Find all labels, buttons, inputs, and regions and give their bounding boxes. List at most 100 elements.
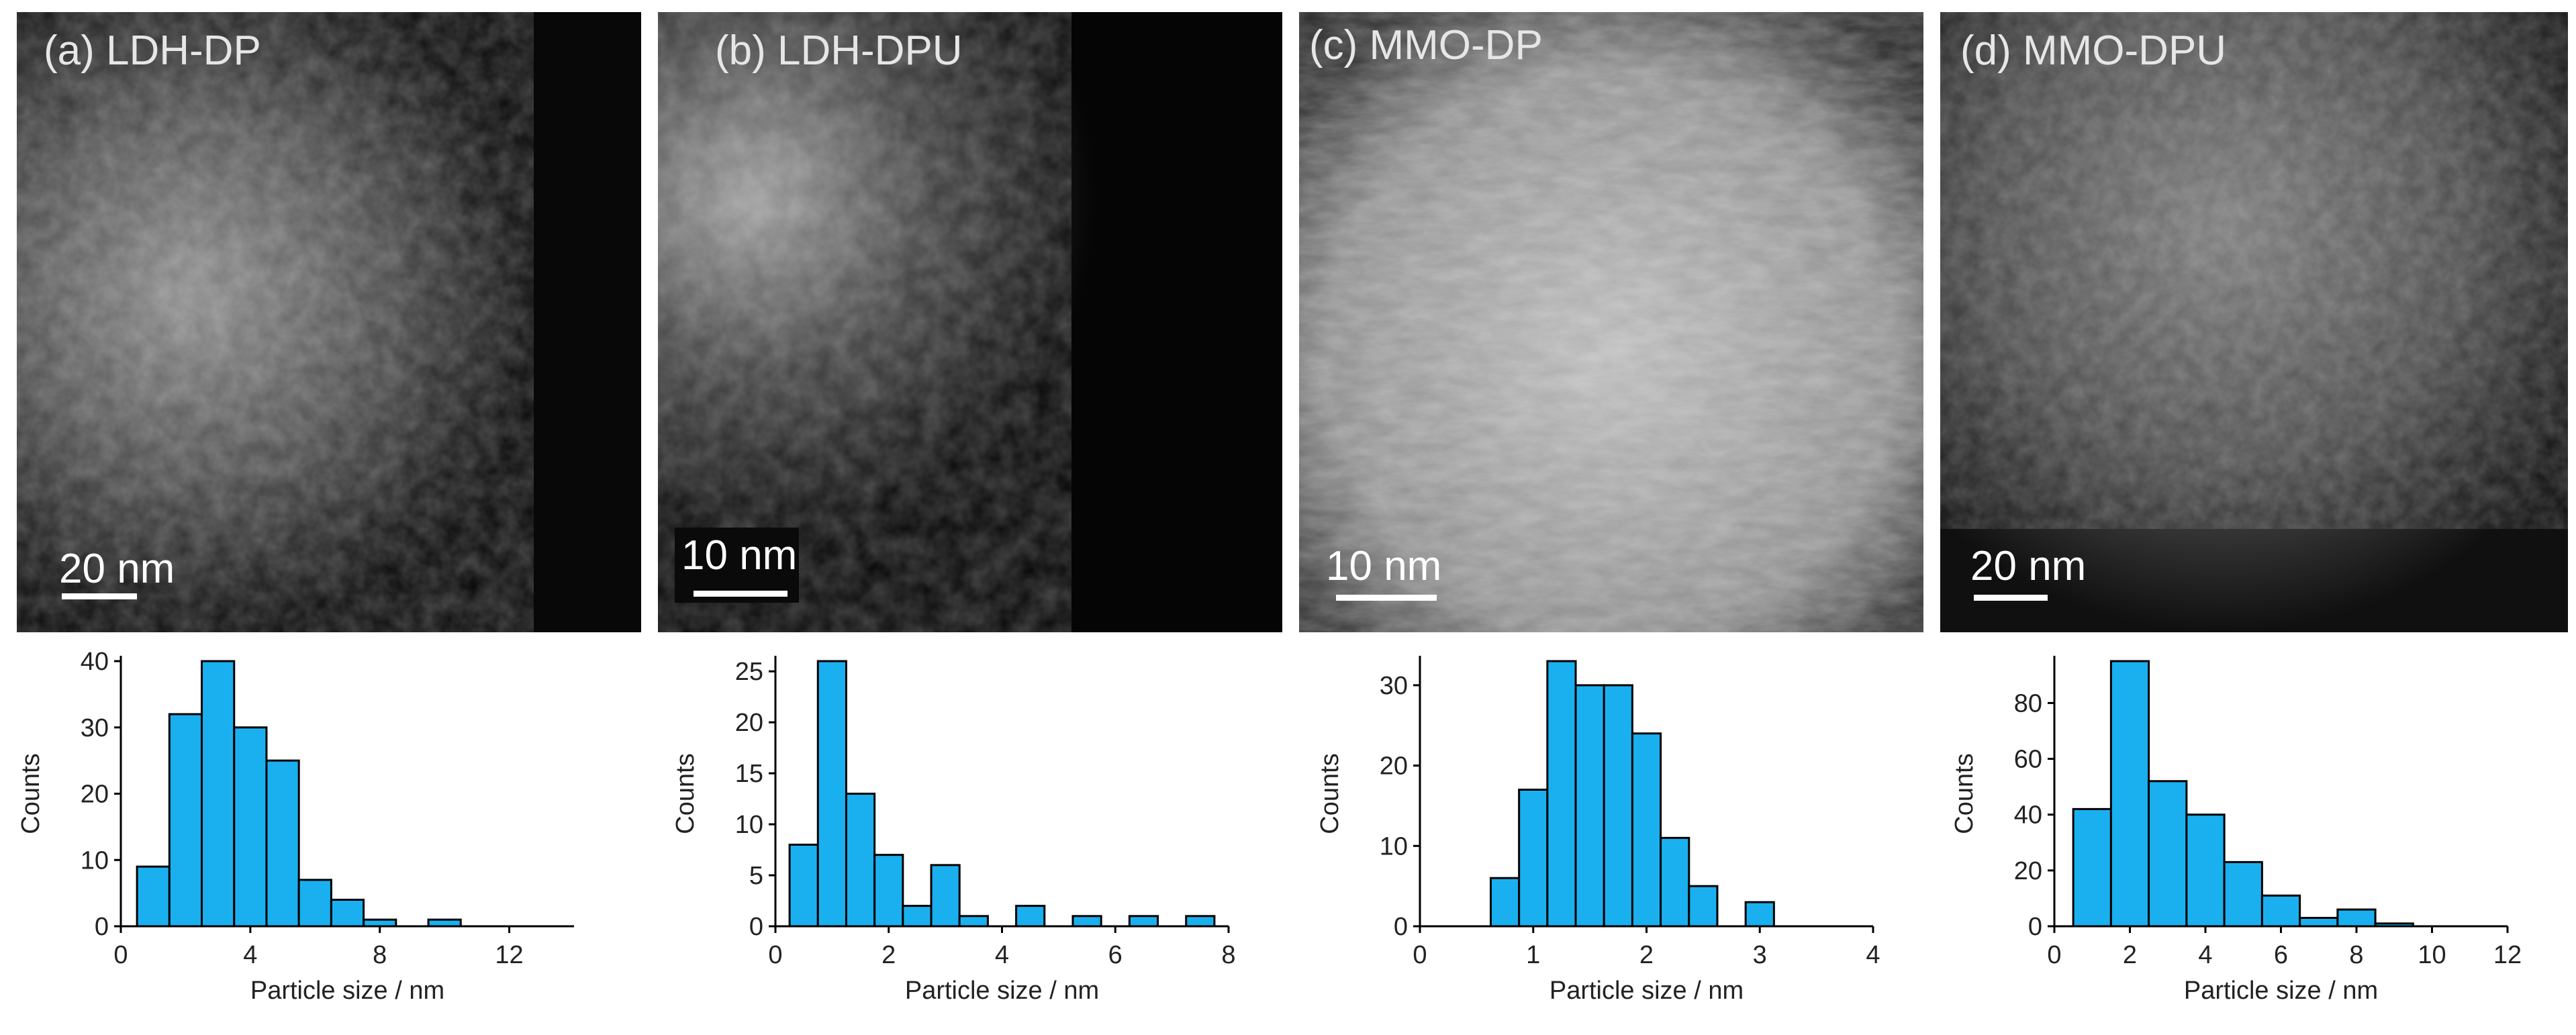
x-tick-label: 0 xyxy=(113,941,128,969)
histogram-b: 0 5 10 15 20 25 0 2 4 6 8 Particle size / nm Counts xyxy=(671,656,1236,1005)
y-tick-label: 15 xyxy=(735,760,763,788)
histogram-bar xyxy=(233,726,268,928)
histogram-bar xyxy=(2148,780,2188,928)
y-tick-label: 0 xyxy=(95,913,109,941)
panel-c-label: (c) MMO-DP xyxy=(1309,22,1543,68)
panel-a-scale-label: 20 nm xyxy=(59,546,175,592)
panel-c: (c) MMO-DP 10 nm 0 10 20 30 0 1 2 3 4 Particle si… xyxy=(1299,0,1940,1035)
x-tick-label: 4 xyxy=(995,941,1009,969)
histogram-bar xyxy=(1518,789,1549,928)
x-tick-label: 0 xyxy=(768,941,782,969)
histogram-bar xyxy=(1546,660,1577,928)
panel-d-scale-label: 20 nm xyxy=(1970,543,2087,589)
panel-d-scale-bar xyxy=(1974,595,2048,601)
y-axis-label: Counts xyxy=(1316,753,1344,834)
histogram-bar xyxy=(816,660,847,928)
y-axis-label: Counts xyxy=(1950,753,1978,834)
y-tick-label: 0 xyxy=(1394,913,1408,941)
x-tick-label: 0 xyxy=(2047,941,2061,969)
histogram-bar xyxy=(2185,814,2226,928)
histogram-bar xyxy=(2336,908,2377,928)
x-tick-label: 12 xyxy=(2493,941,2522,969)
panel-d-label: (d) MMO-DPU xyxy=(1960,28,2227,74)
panel-a-scale-bar xyxy=(62,593,137,599)
x-axis-label: Particle size / nm xyxy=(2184,977,2378,1005)
x-tick-label: 6 xyxy=(1108,941,1123,969)
y-tick-label: 0 xyxy=(749,913,763,941)
panel-b-scale-bar xyxy=(694,591,788,597)
x-tick-label: 8 xyxy=(373,941,387,969)
x-tick-label: 8 xyxy=(1221,941,1235,969)
histogram-bar xyxy=(958,915,989,928)
micrograph-d xyxy=(1940,12,2568,632)
histogram-bar xyxy=(1603,684,1633,928)
y-axis-label: Counts xyxy=(671,753,700,834)
y-tick-label: 30 xyxy=(81,714,109,742)
histogram-bar xyxy=(265,759,300,928)
panel-b: (b) LDH-DPU 10 nm 0 5 10 15 20 25 0 2 4 6 8 Particl… xyxy=(655,0,1296,1035)
histogram-bar xyxy=(1744,901,1775,928)
y-tick-label: 60 xyxy=(2014,746,2042,774)
panel-a-label: (a) LDH-DP xyxy=(44,28,261,74)
histogram-bar xyxy=(2299,917,2339,928)
histogram-c: 0 10 20 30 0 1 2 3 4 Particle size / nm Counts xyxy=(1316,656,1880,1005)
histogram-bar xyxy=(845,793,876,928)
panel-a: (a) LDH-DP 20 nm 0 10 20 30 40 0 4 8 12 Particle … xyxy=(0,0,641,1035)
x-tick-label: 6 xyxy=(2274,941,2288,969)
x-tick-label: 2 xyxy=(2123,941,2137,969)
x-tick-label: 0 xyxy=(1413,941,1427,969)
histogram-bar xyxy=(2260,894,2301,928)
histogram-bar xyxy=(2072,807,2112,928)
histogram-bar xyxy=(873,854,904,928)
x-tick-label: 4 xyxy=(243,941,257,969)
x-tick-label: 2 xyxy=(881,941,896,969)
micrograph-c xyxy=(1299,12,1923,632)
histogram-bar xyxy=(1128,915,1159,928)
y-tick-label: 25 xyxy=(735,658,763,686)
y-tick-label: 20 xyxy=(81,781,109,809)
y-tick-label: 20 xyxy=(735,709,763,737)
x-tick-label: 8 xyxy=(2349,941,2363,969)
histogram-a: 0 10 20 30 40 0 4 8 12 Particle size / nm Counts xyxy=(17,648,574,1005)
y-tick-label: 20 xyxy=(2014,857,2042,885)
x-axis-label: Particle size / nm xyxy=(1549,977,1744,1005)
y-axis-label: Counts xyxy=(17,753,45,834)
histogram-bar xyxy=(788,843,819,928)
y-tick-label: 0 xyxy=(2028,913,2042,941)
histogram-bar xyxy=(330,899,365,928)
histogram-bar xyxy=(201,660,236,928)
histogram-bar xyxy=(2109,660,2150,928)
y-tick-label: 40 xyxy=(2014,801,2042,830)
panel-b-scale-box xyxy=(675,528,799,603)
y-tick-label: 10 xyxy=(735,811,763,839)
histogram-bar xyxy=(297,879,332,928)
histogram-bar xyxy=(1185,915,1216,928)
histogram-bar xyxy=(1631,732,1662,928)
y-tick-label: 10 xyxy=(81,846,109,875)
x-tick-label: 10 xyxy=(2418,941,2446,969)
x-tick-label: 4 xyxy=(1866,941,1880,969)
histogram-bar xyxy=(930,864,961,928)
histogram-bar xyxy=(136,865,171,928)
x-tick-label: 4 xyxy=(2198,941,2212,969)
panel-b-scale-label: 10 nm xyxy=(681,532,798,579)
histogram-bar xyxy=(1574,684,1605,928)
x-tick-label: 1 xyxy=(1526,941,1540,969)
panel-b-label: (b) LDH-DPU xyxy=(715,28,963,74)
histogram-bar xyxy=(168,713,203,928)
histogram-bar xyxy=(1015,905,1046,928)
histogram-bar xyxy=(1489,877,1521,928)
histogram-bar xyxy=(1660,836,1690,928)
y-tick-label: 5 xyxy=(749,862,763,890)
x-axis-label: Particle size / nm xyxy=(905,977,1099,1005)
histogram-bar xyxy=(1071,915,1102,928)
histogram-bar xyxy=(2223,860,2263,928)
y-tick-label: 30 xyxy=(1380,672,1408,700)
x-tick-label: 2 xyxy=(1639,941,1654,969)
histogram-bar xyxy=(902,905,933,928)
histogram-bar xyxy=(1688,885,1719,928)
panel-c-scale-bar xyxy=(1336,595,1437,601)
y-tick-label: 20 xyxy=(1380,752,1408,781)
micrograph-a xyxy=(17,12,641,632)
y-tick-label: 80 xyxy=(2014,689,2042,718)
